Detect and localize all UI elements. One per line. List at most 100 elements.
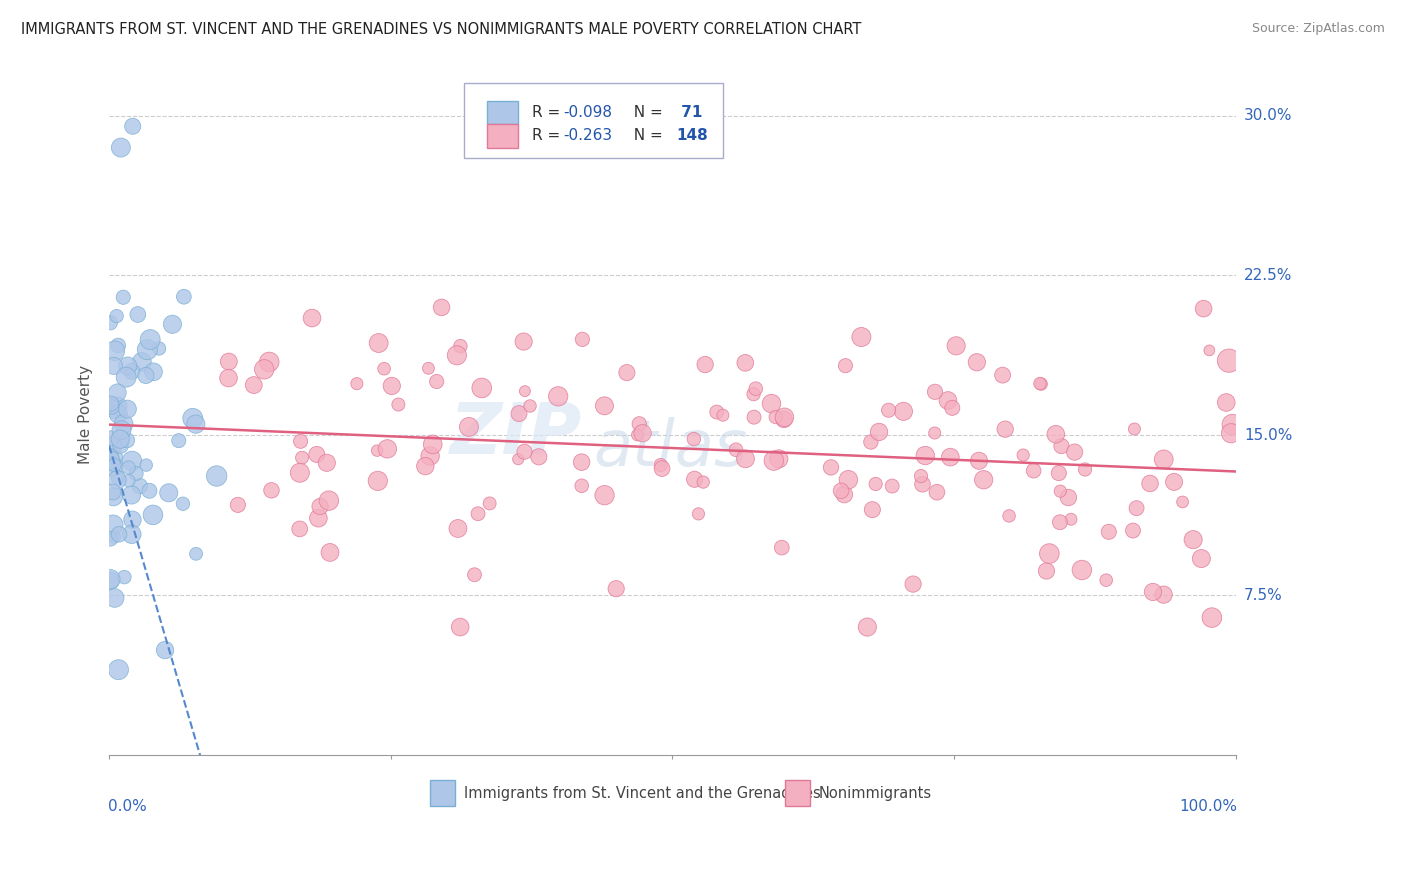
- Point: [925, 485, 948, 500]
- Point: [1189, 551, 1212, 566]
- Point: [107, 470, 129, 484]
- Point: [1063, 445, 1085, 459]
- Point: [834, 359, 856, 373]
- Point: [127, 308, 149, 322]
- Point: [142, 365, 165, 379]
- Point: [131, 355, 153, 369]
- Point: [1218, 353, 1240, 368]
- Point: [118, 474, 141, 488]
- Point: [288, 522, 311, 536]
- Point: [1074, 462, 1097, 476]
- Point: [103, 490, 125, 504]
- Point: [100, 450, 122, 464]
- Point: [973, 473, 995, 487]
- Point: [865, 477, 887, 491]
- Point: [1038, 547, 1060, 561]
- Text: -0.098: -0.098: [564, 105, 612, 120]
- Point: [115, 434, 138, 448]
- Point: [745, 382, 768, 396]
- Point: [467, 507, 489, 521]
- Point: [290, 434, 312, 449]
- Point: [1215, 395, 1237, 409]
- Point: [571, 479, 593, 493]
- Point: [135, 458, 157, 472]
- Text: 30.0%: 30.0%: [1244, 108, 1292, 123]
- Point: [257, 355, 280, 369]
- Point: [107, 663, 129, 677]
- FancyBboxPatch shape: [464, 83, 723, 158]
- Point: [101, 518, 124, 533]
- Point: [868, 425, 890, 439]
- Point: [910, 469, 932, 483]
- Point: [103, 437, 125, 451]
- Point: [387, 398, 409, 412]
- Point: [218, 371, 240, 385]
- Bar: [785, 780, 810, 806]
- Point: [1047, 466, 1070, 480]
- Point: [605, 582, 627, 596]
- Text: R =: R =: [531, 105, 565, 120]
- Point: [108, 527, 131, 541]
- Point: [1122, 524, 1144, 538]
- Point: [683, 472, 706, 486]
- Point: [318, 493, 340, 508]
- Point: [103, 359, 125, 373]
- Point: [184, 547, 207, 561]
- Point: [941, 401, 963, 415]
- Point: [121, 488, 143, 502]
- Point: [1163, 475, 1185, 489]
- Point: [571, 455, 593, 469]
- Text: 15.0%: 15.0%: [1244, 428, 1292, 442]
- Point: [939, 450, 962, 464]
- Point: [288, 466, 311, 480]
- Point: [1049, 484, 1071, 499]
- Point: [305, 447, 328, 461]
- Point: [832, 487, 855, 501]
- Point: [121, 364, 143, 378]
- Point: [98, 316, 121, 330]
- Point: [373, 361, 395, 376]
- Point: [628, 417, 651, 431]
- Point: [162, 318, 184, 332]
- Point: [125, 467, 148, 481]
- Point: [449, 620, 471, 634]
- Point: [346, 376, 368, 391]
- Point: [1029, 377, 1052, 392]
- Point: [226, 498, 249, 512]
- Point: [650, 458, 672, 472]
- Point: [121, 454, 143, 468]
- Point: [966, 355, 988, 369]
- Point: [1057, 491, 1080, 505]
- Text: 100.0%: 100.0%: [1178, 799, 1237, 814]
- Point: [367, 474, 389, 488]
- Point: [173, 290, 195, 304]
- Point: [1029, 376, 1052, 391]
- Point: [121, 120, 143, 134]
- Point: [112, 417, 135, 431]
- Point: [103, 450, 125, 464]
- Point: [1198, 343, 1220, 358]
- Point: [571, 332, 593, 346]
- Bar: [486, 124, 519, 148]
- Text: Source: ZipAtlas.com: Source: ZipAtlas.com: [1251, 22, 1385, 36]
- Point: [136, 343, 159, 357]
- Text: ZIP: ZIP: [450, 400, 582, 469]
- Point: [527, 450, 550, 464]
- Point: [430, 301, 453, 315]
- Text: 7.5%: 7.5%: [1244, 588, 1282, 603]
- Point: [260, 483, 283, 498]
- Point: [422, 437, 444, 451]
- Point: [157, 485, 180, 500]
- Point: [724, 442, 747, 457]
- Point: [1142, 585, 1164, 599]
- Point: [135, 368, 157, 383]
- Point: [901, 577, 924, 591]
- Text: 148: 148: [676, 128, 707, 144]
- Point: [117, 359, 139, 373]
- Point: [547, 389, 569, 403]
- Point: [1182, 533, 1205, 547]
- Point: [1060, 512, 1083, 526]
- Point: [513, 444, 536, 458]
- Point: [242, 378, 264, 392]
- Text: N =: N =: [624, 128, 668, 144]
